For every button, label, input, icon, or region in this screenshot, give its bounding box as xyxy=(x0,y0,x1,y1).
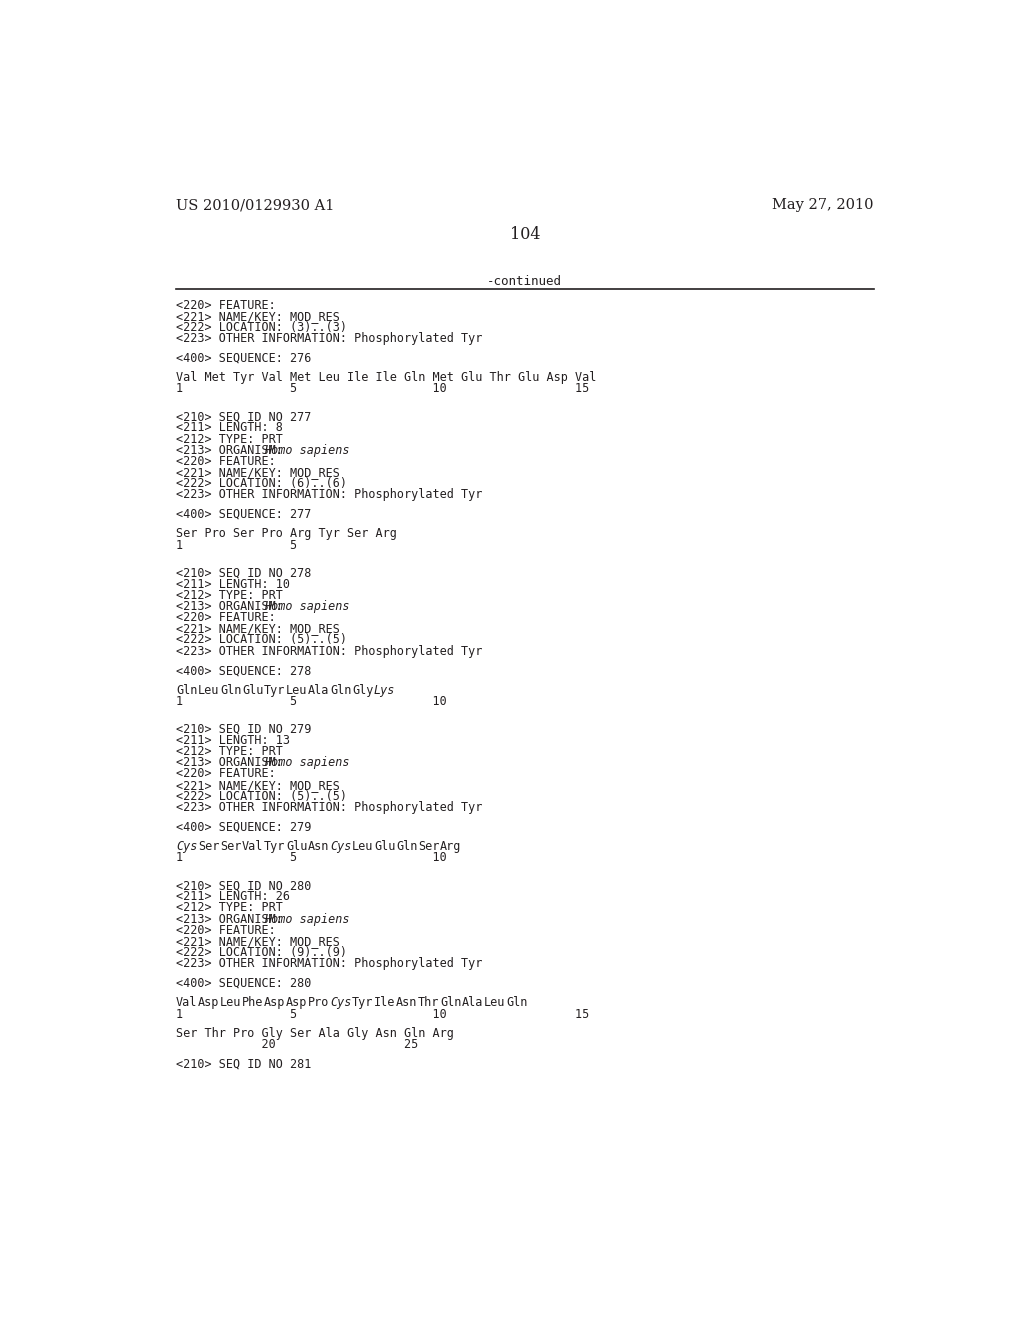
Text: Ser Thr Pro Gly Ser Ala Gly Asn Gln Arg: Ser Thr Pro Gly Ser Ala Gly Asn Gln Arg xyxy=(176,1027,454,1040)
Text: <221> NAME/KEY: MOD_RES: <221> NAME/KEY: MOD_RES xyxy=(176,935,340,948)
Text: <210> SEQ ID NO 281: <210> SEQ ID NO 281 xyxy=(176,1057,311,1071)
Text: <222> LOCATION: (6)..(6): <222> LOCATION: (6)..(6) xyxy=(176,478,347,490)
Text: <223> OTHER INFORMATION: Phosphorylated Tyr: <223> OTHER INFORMATION: Phosphorylated … xyxy=(176,644,482,657)
Text: <400> SEQUENCE: 277: <400> SEQUENCE: 277 xyxy=(176,508,311,521)
Text: <223> OTHER INFORMATION: Phosphorylated Tyr: <223> OTHER INFORMATION: Phosphorylated … xyxy=(176,801,482,814)
Text: <211> LENGTH: 8: <211> LENGTH: 8 xyxy=(176,421,283,434)
Text: <221> NAME/KEY: MOD_RES: <221> NAME/KEY: MOD_RES xyxy=(176,779,340,792)
Text: Leu: Leu xyxy=(220,997,242,1010)
Text: Ser: Ser xyxy=(220,840,242,853)
Text: <222> LOCATION: (3)..(3): <222> LOCATION: (3)..(3) xyxy=(176,321,347,334)
Text: Asn: Asn xyxy=(396,997,418,1010)
Text: <210> SEQ ID NO 280: <210> SEQ ID NO 280 xyxy=(176,879,311,892)
Text: Tyr: Tyr xyxy=(264,684,286,697)
Text: <222> LOCATION: (5)..(5): <222> LOCATION: (5)..(5) xyxy=(176,789,347,803)
Text: Gln: Gln xyxy=(176,684,198,697)
Text: Cys: Cys xyxy=(330,840,351,853)
Text: <220> FEATURE:: <220> FEATURE: xyxy=(176,611,275,624)
Text: <220> FEATURE:: <220> FEATURE: xyxy=(176,767,275,780)
Text: <210> SEQ ID NO 279: <210> SEQ ID NO 279 xyxy=(176,723,311,735)
Text: <212> TYPE: PRT: <212> TYPE: PRT xyxy=(176,589,283,602)
Text: Cys: Cys xyxy=(330,997,351,1010)
Text: Thr: Thr xyxy=(418,997,439,1010)
Text: Homo sapiens: Homo sapiens xyxy=(264,601,349,612)
Text: <221> NAME/KEY: MOD_RES: <221> NAME/KEY: MOD_RES xyxy=(176,310,340,322)
Text: 1               5: 1 5 xyxy=(176,539,297,552)
Text: Glu: Glu xyxy=(242,684,263,697)
Text: <213> ORGANISM:: <213> ORGANISM: xyxy=(176,601,290,612)
Text: Asp: Asp xyxy=(264,997,286,1010)
Text: Lys: Lys xyxy=(374,684,395,697)
Text: Gln: Gln xyxy=(440,997,462,1010)
Text: <223> OTHER INFORMATION: Phosphorylated Tyr: <223> OTHER INFORMATION: Phosphorylated … xyxy=(176,957,482,970)
Text: Glu: Glu xyxy=(286,840,307,853)
Text: Homo sapiens: Homo sapiens xyxy=(264,912,349,925)
Text: Gly: Gly xyxy=(352,684,374,697)
Text: <211> LENGTH: 13: <211> LENGTH: 13 xyxy=(176,734,290,747)
Text: Val: Val xyxy=(242,840,263,853)
Text: Leu: Leu xyxy=(352,840,374,853)
Text: 104: 104 xyxy=(510,226,540,243)
Text: Gln: Gln xyxy=(220,684,242,697)
Text: 1               5                   10                  15: 1 5 10 15 xyxy=(176,383,589,395)
Text: <213> ORGANISM:: <213> ORGANISM: xyxy=(176,756,290,770)
Text: <210> SEQ ID NO 278: <210> SEQ ID NO 278 xyxy=(176,566,311,579)
Text: 1               5                   10                  15: 1 5 10 15 xyxy=(176,1007,589,1020)
Text: Ser Pro Ser Pro Arg Tyr Ser Arg: Ser Pro Ser Pro Arg Tyr Ser Arg xyxy=(176,528,397,540)
Text: 20                  25: 20 25 xyxy=(176,1039,418,1051)
Text: <222> LOCATION: (9)..(9): <222> LOCATION: (9)..(9) xyxy=(176,946,347,960)
Text: May 27, 2010: May 27, 2010 xyxy=(772,198,873,213)
Text: <220> FEATURE:: <220> FEATURE: xyxy=(176,298,275,312)
Text: US 2010/0129930 A1: US 2010/0129930 A1 xyxy=(176,198,335,213)
Text: Leu: Leu xyxy=(198,684,219,697)
Text: Pro: Pro xyxy=(308,997,330,1010)
Text: Cys: Cys xyxy=(176,840,198,853)
Text: <212> TYPE: PRT: <212> TYPE: PRT xyxy=(176,433,283,446)
Text: <221> NAME/KEY: MOD_RES: <221> NAME/KEY: MOD_RES xyxy=(176,622,340,635)
Text: 1               5                   10: 1 5 10 xyxy=(176,851,446,865)
Text: Asn: Asn xyxy=(308,840,330,853)
Text: <221> NAME/KEY: MOD_RES: <221> NAME/KEY: MOD_RES xyxy=(176,466,340,479)
Text: -continued: -continued xyxy=(487,276,562,289)
Text: Asp: Asp xyxy=(198,997,219,1010)
Text: Leu: Leu xyxy=(286,684,307,697)
Text: <400> SEQUENCE: 276: <400> SEQUENCE: 276 xyxy=(176,351,311,364)
Text: <400> SEQUENCE: 279: <400> SEQUENCE: 279 xyxy=(176,821,311,833)
Text: Ile: Ile xyxy=(374,997,395,1010)
Text: <220> FEATURE:: <220> FEATURE: xyxy=(176,455,275,467)
Text: Val Met Tyr Val Met Leu Ile Ile Gln Met Glu Thr Glu Asp Val: Val Met Tyr Val Met Leu Ile Ile Gln Met … xyxy=(176,371,596,384)
Text: Ser: Ser xyxy=(198,840,219,853)
Text: <400> SEQUENCE: 278: <400> SEQUENCE: 278 xyxy=(176,664,311,677)
Text: <212> TYPE: PRT: <212> TYPE: PRT xyxy=(176,744,283,758)
Text: Ala: Ala xyxy=(462,997,483,1010)
Text: <210> SEQ ID NO 277: <210> SEQ ID NO 277 xyxy=(176,411,311,424)
Text: 1               5                   10: 1 5 10 xyxy=(176,694,446,708)
Text: <212> TYPE: PRT: <212> TYPE: PRT xyxy=(176,902,283,915)
Text: Gln: Gln xyxy=(506,997,527,1010)
Text: Ser: Ser xyxy=(418,840,439,853)
Text: Leu: Leu xyxy=(484,997,506,1010)
Text: Glu: Glu xyxy=(374,840,395,853)
Text: Tyr: Tyr xyxy=(352,997,374,1010)
Text: Gln: Gln xyxy=(330,684,351,697)
Text: <213> ORGANISM:: <213> ORGANISM: xyxy=(176,444,290,457)
Text: <211> LENGTH: 26: <211> LENGTH: 26 xyxy=(176,890,290,903)
Text: Tyr: Tyr xyxy=(264,840,286,853)
Text: Homo sapiens: Homo sapiens xyxy=(264,444,349,457)
Text: Phe: Phe xyxy=(242,997,263,1010)
Text: <400> SEQUENCE: 280: <400> SEQUENCE: 280 xyxy=(176,977,311,990)
Text: Gln: Gln xyxy=(396,840,418,853)
Text: <211> LENGTH: 10: <211> LENGTH: 10 xyxy=(176,578,290,590)
Text: Ala: Ala xyxy=(308,684,330,697)
Text: Homo sapiens: Homo sapiens xyxy=(264,756,349,770)
Text: <222> LOCATION: (5)..(5): <222> LOCATION: (5)..(5) xyxy=(176,634,347,647)
Text: <223> OTHER INFORMATION: Phosphorylated Tyr: <223> OTHER INFORMATION: Phosphorylated … xyxy=(176,333,482,345)
Text: <213> ORGANISM:: <213> ORGANISM: xyxy=(176,912,290,925)
Text: Asp: Asp xyxy=(286,997,307,1010)
Text: Val: Val xyxy=(176,997,198,1010)
Text: <220> FEATURE:: <220> FEATURE: xyxy=(176,924,275,937)
Text: <223> OTHER INFORMATION: Phosphorylated Tyr: <223> OTHER INFORMATION: Phosphorylated … xyxy=(176,488,482,502)
Text: Arg: Arg xyxy=(440,840,462,853)
